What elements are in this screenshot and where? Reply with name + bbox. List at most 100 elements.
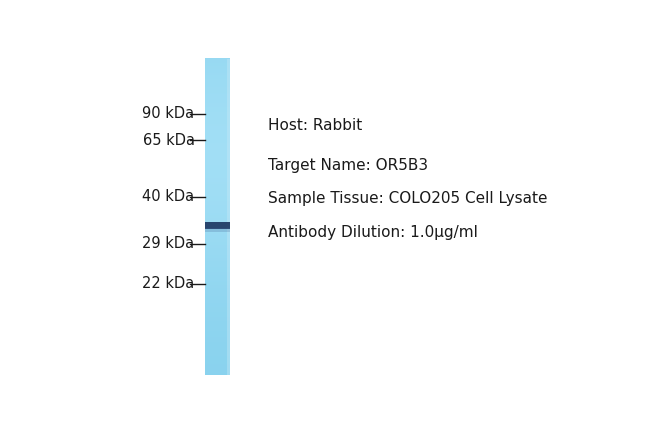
Bar	[205, 78, 230, 80]
Bar	[205, 247, 230, 249]
Bar	[205, 124, 230, 125]
Bar	[205, 192, 230, 194]
Bar	[205, 100, 230, 101]
Bar	[205, 73, 230, 74]
Bar	[205, 327, 230, 329]
Bar	[205, 203, 230, 204]
Bar	[205, 295, 230, 296]
Bar	[205, 226, 230, 228]
Bar	[205, 122, 230, 123]
Bar	[205, 86, 230, 87]
Bar	[205, 354, 230, 355]
Bar	[205, 363, 230, 365]
Bar	[205, 210, 230, 212]
Bar	[205, 252, 230, 253]
Bar	[205, 239, 230, 240]
Bar	[205, 374, 230, 375]
Bar	[205, 250, 230, 252]
Bar	[205, 282, 230, 284]
Bar	[205, 319, 230, 320]
Bar	[205, 336, 230, 337]
Bar	[205, 343, 230, 344]
Bar	[205, 321, 230, 323]
Bar	[205, 103, 230, 105]
Bar	[205, 213, 230, 214]
Bar	[205, 237, 230, 238]
Bar	[205, 261, 230, 262]
Bar	[205, 356, 230, 357]
Bar	[205, 177, 230, 178]
Bar	[205, 256, 230, 257]
Bar	[205, 324, 230, 326]
Bar	[205, 83, 230, 84]
Bar	[205, 75, 230, 77]
Bar	[205, 341, 230, 343]
Bar	[205, 294, 230, 295]
Bar	[205, 131, 230, 132]
Bar	[205, 310, 230, 312]
Bar	[205, 94, 230, 96]
Bar	[205, 115, 230, 117]
Bar	[205, 194, 230, 196]
Bar	[205, 143, 230, 144]
Bar	[205, 211, 230, 213]
Bar	[205, 286, 230, 288]
Bar	[205, 332, 230, 333]
Bar	[205, 93, 230, 94]
Bar	[205, 170, 230, 171]
Text: 65 kDa: 65 kDa	[142, 133, 194, 148]
Bar	[205, 191, 230, 193]
Bar	[205, 255, 230, 256]
Bar	[205, 297, 230, 298]
Bar	[205, 290, 230, 291]
Bar	[205, 225, 230, 226]
Bar	[205, 284, 230, 286]
Bar	[205, 288, 230, 289]
Bar	[205, 326, 230, 328]
Bar	[205, 138, 230, 139]
Bar	[205, 189, 230, 191]
Bar	[205, 310, 230, 311]
Bar	[205, 301, 230, 303]
Bar	[205, 76, 230, 78]
Bar	[205, 338, 230, 339]
Bar	[205, 278, 230, 279]
Bar	[205, 273, 230, 274]
Bar	[205, 281, 230, 282]
Bar	[205, 207, 230, 209]
Bar	[205, 367, 230, 368]
Bar	[205, 340, 230, 342]
Bar	[205, 151, 230, 152]
Bar	[205, 292, 230, 293]
Bar	[205, 197, 230, 199]
Bar	[205, 69, 230, 70]
Text: 40 kDa: 40 kDa	[142, 190, 194, 204]
Bar	[205, 373, 230, 374]
Bar	[205, 111, 230, 113]
Bar	[205, 141, 230, 142]
Bar	[205, 182, 230, 183]
Bar	[205, 298, 230, 299]
Bar	[205, 330, 230, 331]
Bar	[205, 132, 230, 134]
Bar	[205, 326, 230, 327]
Bar	[205, 230, 230, 232]
Bar	[205, 263, 230, 265]
Bar	[205, 204, 230, 205]
Bar	[205, 285, 230, 287]
Bar	[205, 209, 230, 211]
Bar	[205, 300, 230, 301]
Bar	[205, 153, 230, 155]
Bar	[205, 58, 230, 60]
Bar	[205, 296, 230, 297]
Bar	[205, 91, 230, 92]
Bar	[205, 370, 230, 371]
Bar	[205, 150, 230, 152]
Bar	[205, 125, 230, 126]
Bar	[205, 353, 230, 354]
Bar	[205, 228, 230, 233]
Bar	[205, 215, 230, 216]
Bar	[205, 346, 230, 348]
Bar	[205, 275, 230, 276]
Bar	[205, 222, 230, 229]
